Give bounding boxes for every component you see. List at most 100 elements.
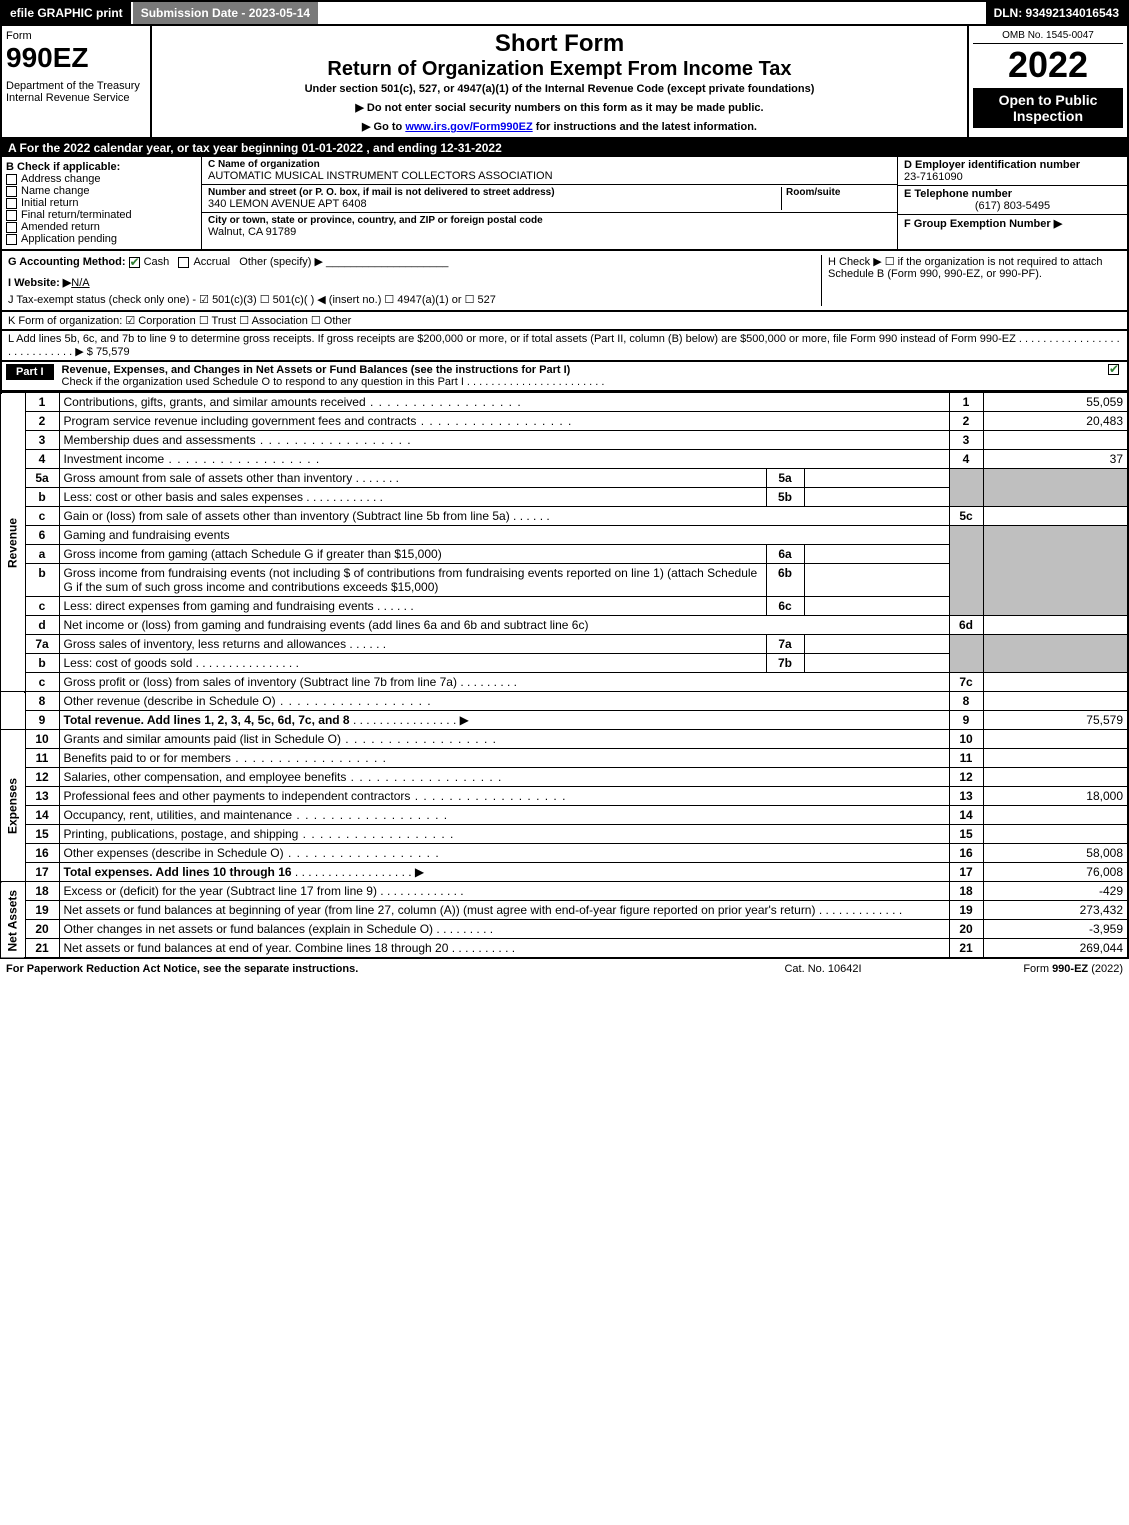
lines-table: Revenue 1 Contributions, gifts, grants, … (0, 392, 1129, 959)
city: Walnut, CA 91789 (208, 226, 891, 238)
ln-19: 19 (25, 901, 59, 920)
val-7ab-grey (983, 635, 1128, 673)
arrow-2: ▶ Go to www.irs.gov/Form990EZ for instru… (162, 120, 957, 133)
val-1: 55,059 (983, 393, 1128, 412)
val-20: -3,959 (983, 920, 1128, 939)
street-row: Number and street (or P. O. box, if mail… (202, 185, 897, 213)
val-4: 37 (983, 450, 1128, 469)
desc-16: Other expenses (describe in Schedule O) (59, 844, 949, 863)
val-6d (983, 616, 1128, 635)
public-inspection-badge: Open to Public Inspection (973, 88, 1123, 128)
ln-5b: b (25, 488, 59, 507)
val-5ab-grey (983, 469, 1128, 507)
sub-6a: 6a (766, 545, 804, 564)
phone-label: E Telephone number (904, 188, 1121, 200)
ln-11: 11 (25, 749, 59, 768)
val-21: 269,044 (983, 939, 1128, 959)
section-def: D Employer identification number 23-7161… (897, 157, 1127, 249)
phone: (617) 803-5495 (904, 200, 1121, 212)
header-left: Form 990EZ Department of the Treasury In… (2, 26, 152, 137)
ln-7a: 7a (25, 635, 59, 654)
org-name-row: C Name of organization AUTOMATIC MUSICAL… (202, 157, 897, 185)
side-net-assets: Net Assets (1, 882, 25, 959)
row-a: A For the 2022 calendar year, or tax yea… (0, 139, 1129, 157)
desc-2: Program service revenue including govern… (59, 412, 949, 431)
ln-6a: a (25, 545, 59, 564)
desc-4: Investment income (59, 450, 949, 469)
topbar-spacer (320, 2, 985, 24)
desc-12: Salaries, other compensation, and employ… (59, 768, 949, 787)
footer-left: For Paperwork Reduction Act Notice, see … (6, 963, 723, 975)
sub-7a: 7a (766, 635, 804, 654)
desc-8: Other revenue (describe in Schedule O) (59, 692, 949, 711)
ln-10: 10 (25, 730, 59, 749)
nc-5ab-grey (949, 469, 983, 507)
sub-6c: 6c (766, 597, 804, 616)
efile-print-button[interactable]: efile GRAPHIC print (2, 2, 133, 24)
ln-17: 17 (25, 863, 59, 882)
opt-final-return[interactable]: Final return/terminated (6, 209, 197, 221)
section-b-header: B Check if applicable: (6, 161, 197, 173)
val-2: 20,483 (983, 412, 1128, 431)
nc-11: 11 (949, 749, 983, 768)
nc-3: 3 (949, 431, 983, 450)
omb-number: OMB No. 1545-0047 (973, 30, 1123, 44)
part-1-label: Part I (6, 364, 54, 380)
desc-20: Other changes in net assets or fund bala… (59, 920, 949, 939)
nc-1: 1 (949, 393, 983, 412)
submission-date-button[interactable]: Submission Date - 2023-05-14 (133, 2, 320, 24)
header-mid: Short Form Return of Organization Exempt… (152, 26, 967, 137)
desc-7a: Gross sales of inventory, less returns a… (59, 635, 766, 654)
opt-application-pending[interactable]: Application pending (6, 233, 197, 245)
ln-15: 15 (25, 825, 59, 844)
sv-6c (804, 597, 949, 616)
opt-address-change[interactable]: Address change (6, 173, 197, 185)
part-1-title: Revenue, Expenses, and Changes in Net As… (62, 364, 571, 376)
ein: 23-7161090 (904, 171, 1121, 183)
nc-4: 4 (949, 450, 983, 469)
section-b: B Check if applicable: Address change Na… (2, 157, 202, 249)
group-exemption-label: F Group Exemption Number ▶ (904, 217, 1121, 230)
tax-year: 2022 (973, 44, 1123, 86)
side-expenses: Expenses (1, 730, 25, 882)
meta-grid: B Check if applicable: Address change Na… (0, 157, 1129, 251)
city-label: City or town, state or province, country… (208, 215, 891, 226)
section-k: K Form of organization: ☑ Corporation ☐ … (0, 312, 1129, 331)
footer-right: Form 990-EZ (2022) (923, 963, 1123, 975)
schedule-o-check[interactable] (1108, 364, 1119, 375)
ln-3: 3 (25, 431, 59, 450)
dln-label: DLN: 93492134016543 (986, 2, 1127, 24)
irs-link[interactable]: www.irs.gov/Form990EZ (405, 121, 532, 133)
val-17: 76,008 (983, 863, 1128, 882)
ln-6c: c (25, 597, 59, 616)
nc-19: 19 (949, 901, 983, 920)
footer-mid: Cat. No. 10642I (723, 963, 923, 975)
desc-5a: Gross amount from sale of assets other t… (59, 469, 766, 488)
g-accrual-check[interactable] (178, 257, 189, 268)
nc-20: 20 (949, 920, 983, 939)
website-value: N/A (71, 277, 89, 289)
street: 340 LEMON AVENUE APT 6408 (208, 198, 781, 210)
nc-2: 2 (949, 412, 983, 431)
desc-7b: Less: cost of goods sold . . . . . . . .… (59, 654, 766, 673)
side-revenue: Revenue (1, 393, 25, 692)
desc-6: Gaming and fundraising events (59, 526, 949, 545)
g-cash-check[interactable] (129, 257, 140, 268)
nc-16: 16 (949, 844, 983, 863)
nc-10: 10 (949, 730, 983, 749)
ln-16: 16 (25, 844, 59, 863)
ln-1: 1 (25, 393, 59, 412)
ein-label: D Employer identification number (904, 159, 1121, 171)
opt-initial-return[interactable]: Initial return (6, 197, 197, 209)
ln-5a: 5a (25, 469, 59, 488)
val-10 (983, 730, 1128, 749)
org-name: AUTOMATIC MUSICAL INSTRUMENT COLLECTORS … (208, 170, 891, 182)
opt-amended-return[interactable]: Amended return (6, 221, 197, 233)
ln-2: 2 (25, 412, 59, 431)
opt-name-change[interactable]: Name change (6, 185, 197, 197)
ln-5c: c (25, 507, 59, 526)
val-18: -429 (983, 882, 1128, 901)
desc-9: Total revenue. Add lines 1, 2, 3, 4, 5c,… (59, 711, 949, 730)
ln-20: 20 (25, 920, 59, 939)
nc-21: 21 (949, 939, 983, 959)
